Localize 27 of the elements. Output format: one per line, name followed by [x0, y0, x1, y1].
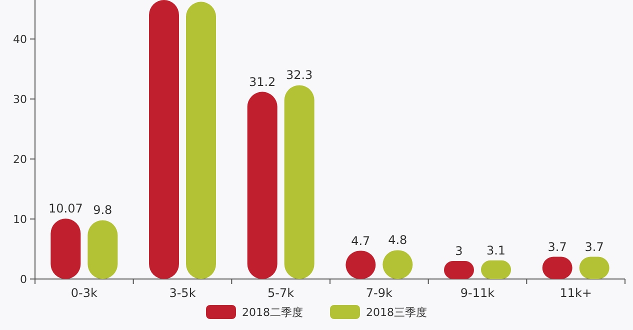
x-tick-label: 5-7k [268, 286, 294, 300]
data-label: 9.8 [93, 203, 112, 218]
x-tick-label: 3-5k [169, 286, 196, 300]
y-tick-label: 20 [13, 153, 27, 166]
data-label: 10.07 [48, 202, 83, 216]
data-label: 3.1 [486, 243, 506, 258]
bar [247, 92, 278, 279]
data-label: 3.7 [584, 240, 604, 254]
y-tick-label: 0 [20, 273, 27, 286]
x-tick-label: 11k+ [560, 286, 592, 300]
y-tick-label: 10 [13, 213, 27, 226]
y-tick-label: 40 [13, 33, 27, 46]
x-tick-label: 0-3k [70, 286, 98, 300]
bar [284, 85, 314, 279]
legend-label: 2018二季度 [242, 306, 303, 319]
data-label: 31.2 [248, 74, 276, 89]
bar [186, 2, 216, 279]
bar [149, 0, 179, 279]
legend-label: 2018三季度 [366, 306, 427, 319]
y-tick-label: 30 [13, 93, 27, 106]
data-label: 3 [455, 244, 463, 258]
x-tick-label: 7-9k [366, 286, 392, 300]
data-label: 32.3 [286, 68, 313, 82]
data-label: 4.7 [351, 234, 370, 248]
data-label: 4.8 [388, 233, 408, 248]
x-tick-label: 9-11k [460, 286, 495, 300]
data-label: 3.7 [548, 240, 567, 254]
